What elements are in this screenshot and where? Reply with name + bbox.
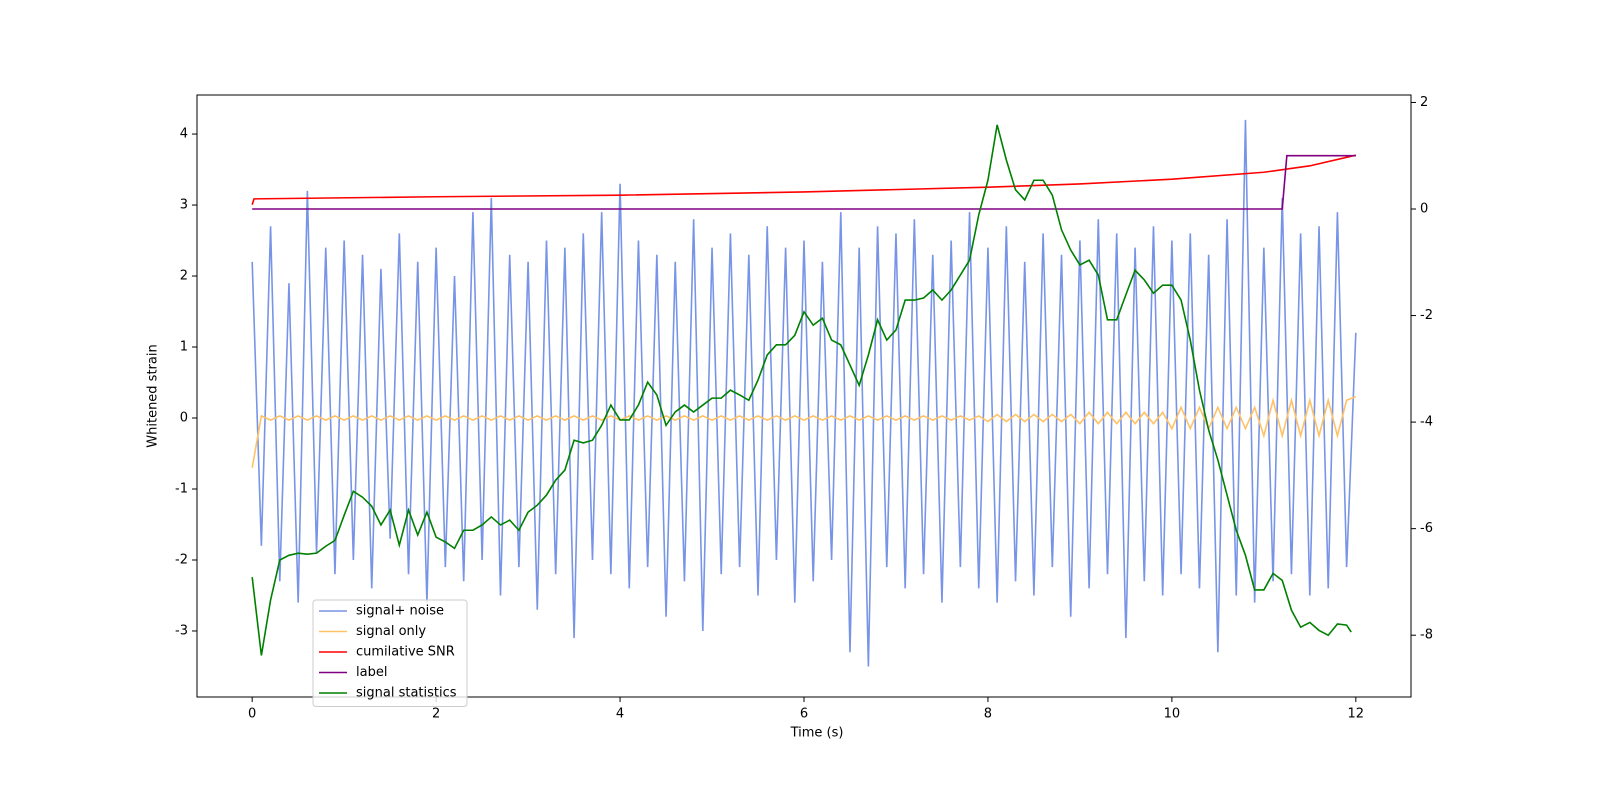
plot-frame	[196, 94, 1412, 698]
legend-label: signal statistics	[356, 686, 457, 701]
series-line	[251, 119, 1357, 667]
y2-tick-label: -2	[1420, 308, 1433, 323]
series-line	[251, 154, 1357, 205]
y-tick-label: 4	[180, 127, 188, 142]
y-tick-label: -2	[175, 552, 188, 567]
y-tick-label: -3	[175, 623, 188, 638]
x-tick-label: 10	[1164, 707, 1181, 722]
y-tick-label: 3	[180, 198, 188, 213]
legend-label: signal only	[356, 624, 426, 639]
legend-label: signal+ noise	[356, 604, 444, 619]
x-axis-label: Time (s)	[790, 726, 844, 741]
y-tick-label: 0	[180, 411, 188, 426]
y2-tick-label: -8	[1420, 628, 1433, 643]
x-tick-label: 0	[248, 707, 256, 722]
x-tick-label: 6	[800, 707, 808, 722]
x-tick-label: 4	[616, 707, 624, 722]
y-tick-label: -1	[175, 481, 188, 496]
x-tick-label: 8	[984, 707, 992, 722]
y-tick-label: 2	[180, 269, 188, 284]
y-axis-label: Whitened strain	[146, 344, 161, 447]
x-tick-label: 2	[432, 707, 440, 722]
legend-box	[312, 599, 468, 707]
series-line	[252, 154, 1356, 210]
y2-tick-label: 0	[1420, 202, 1428, 217]
y-tick-label: 1	[180, 340, 188, 355]
series-line	[251, 395, 1357, 468]
series-line	[251, 124, 1352, 656]
legend-label: label	[356, 665, 387, 680]
y2-tick-label: -4	[1420, 415, 1433, 430]
y2-tick-label: -6	[1420, 521, 1433, 536]
y2-tick-label: 2	[1420, 95, 1428, 110]
x-tick-label: 12	[1348, 707, 1365, 722]
legend-label: cumilative SNR	[356, 645, 455, 660]
